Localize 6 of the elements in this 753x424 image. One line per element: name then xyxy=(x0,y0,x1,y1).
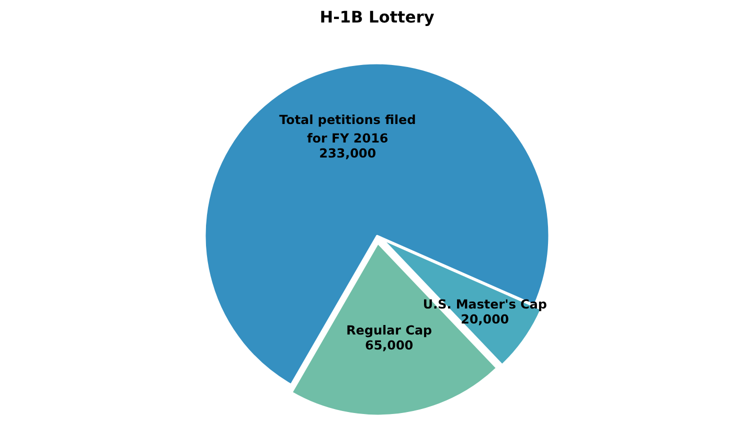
data-label: 65,000 xyxy=(365,337,414,352)
data-label: 233,000 xyxy=(319,146,376,161)
data-label: 20,000 xyxy=(460,311,510,326)
slice-label: Regular Cap xyxy=(346,322,432,338)
slice-label: Total petitions filed for FY 2016 xyxy=(279,112,416,146)
chart-title: H-1B Lottery xyxy=(320,8,435,26)
